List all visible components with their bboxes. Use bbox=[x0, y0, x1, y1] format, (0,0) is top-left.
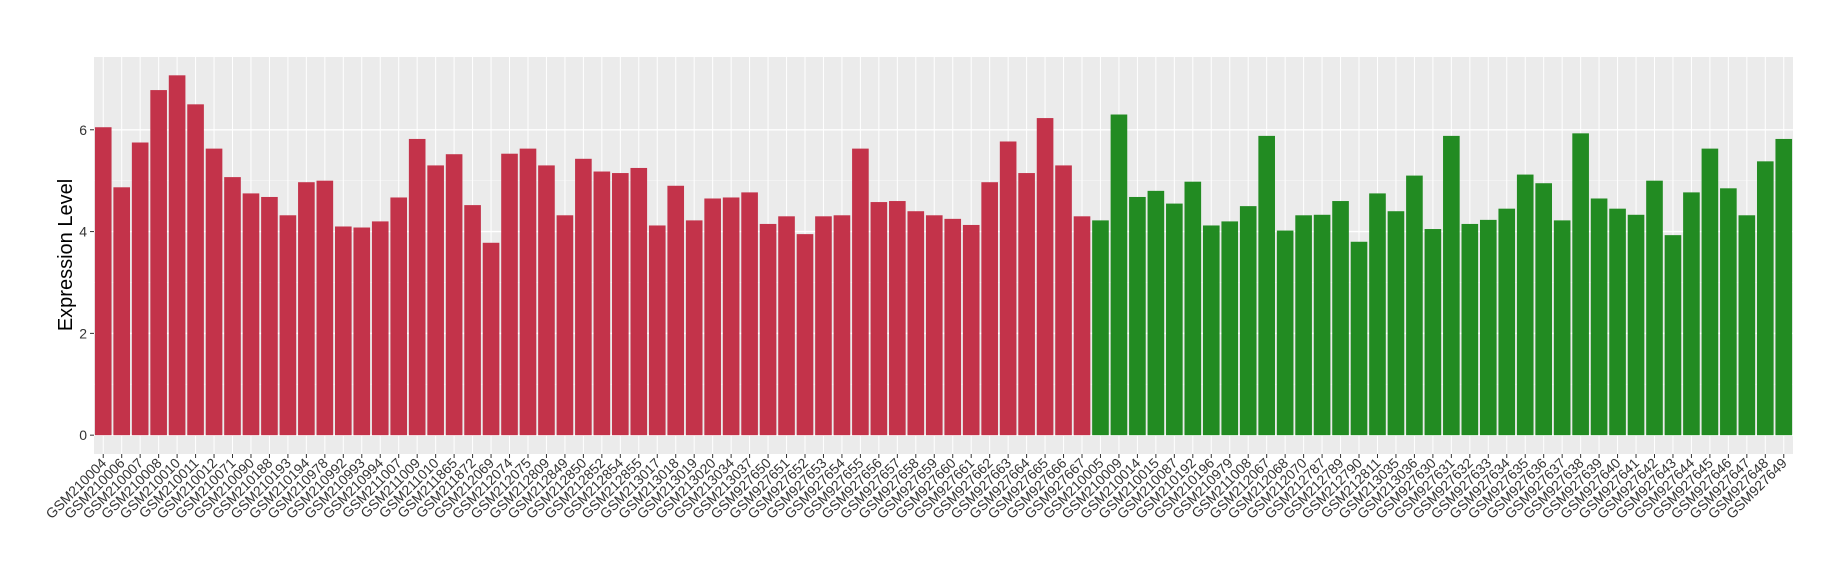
bar bbox=[1775, 138, 1793, 436]
bar bbox=[242, 193, 260, 436]
bar bbox=[1036, 118, 1054, 436]
bar bbox=[538, 165, 555, 436]
bar bbox=[316, 180, 334, 436]
bar bbox=[925, 215, 943, 436]
bar bbox=[408, 138, 426, 436]
bar bbox=[187, 104, 204, 436]
bar bbox=[833, 215, 851, 436]
bar bbox=[1055, 165, 1072, 436]
bar bbox=[1756, 161, 1774, 436]
bar bbox=[501, 153, 518, 436]
bar bbox=[334, 226, 352, 436]
bar bbox=[445, 154, 463, 436]
bar bbox=[1443, 135, 1460, 436]
bar bbox=[1664, 235, 1682, 436]
bar bbox=[1553, 220, 1571, 436]
bar bbox=[1461, 223, 1479, 436]
bar bbox=[113, 187, 131, 436]
bar bbox=[94, 127, 112, 436]
bar bbox=[261, 196, 278, 436]
bar bbox=[279, 215, 297, 436]
bar bbox=[1313, 214, 1331, 436]
bar bbox=[1387, 211, 1405, 436]
bar bbox=[1221, 221, 1239, 436]
bar bbox=[427, 165, 444, 436]
bar bbox=[464, 205, 481, 436]
bar bbox=[1239, 206, 1257, 436]
bar bbox=[1720, 188, 1737, 436]
bar bbox=[1276, 230, 1294, 436]
bar bbox=[390, 197, 408, 436]
y-tick-label: 6 bbox=[79, 122, 87, 138]
bar bbox=[1406, 175, 1423, 436]
bar bbox=[962, 224, 980, 436]
bar bbox=[852, 148, 869, 436]
bar bbox=[353, 227, 371, 436]
bar bbox=[1572, 133, 1589, 436]
bar bbox=[205, 148, 223, 436]
bar bbox=[1627, 214, 1645, 436]
bar bbox=[150, 90, 167, 436]
bar bbox=[1332, 201, 1349, 436]
bar bbox=[519, 148, 537, 436]
bar bbox=[1609, 208, 1626, 436]
bar bbox=[889, 201, 906, 436]
y-tick-label: 2 bbox=[79, 325, 87, 341]
bar bbox=[1202, 225, 1220, 436]
bar bbox=[168, 75, 186, 436]
bar bbox=[1092, 220, 1109, 436]
bar bbox=[685, 220, 703, 436]
bar bbox=[999, 141, 1017, 436]
bar bbox=[1590, 198, 1608, 436]
bar bbox=[944, 218, 962, 436]
bar bbox=[1424, 229, 1442, 436]
bar bbox=[556, 215, 574, 436]
bar bbox=[1516, 174, 1534, 436]
bar bbox=[298, 182, 315, 436]
bar bbox=[630, 167, 648, 436]
bar bbox=[870, 202, 888, 436]
bar bbox=[371, 221, 389, 436]
bar bbox=[1110, 114, 1128, 436]
bar bbox=[796, 234, 814, 436]
bar bbox=[1184, 181, 1202, 436]
bar bbox=[1129, 196, 1146, 436]
bar bbox=[1683, 192, 1700, 436]
bar bbox=[741, 192, 758, 436]
bar bbox=[593, 171, 611, 436]
bar bbox=[1073, 216, 1091, 436]
bar bbox=[704, 198, 721, 436]
bar bbox=[667, 185, 685, 436]
y-tick-label: 4 bbox=[79, 224, 87, 240]
bar bbox=[648, 225, 666, 436]
bar bbox=[1498, 208, 1516, 436]
bar bbox=[1646, 180, 1663, 436]
bar bbox=[981, 182, 998, 436]
y-axis-label: Expression Level bbox=[55, 179, 77, 331]
bar bbox=[1295, 215, 1312, 436]
bar bbox=[1738, 215, 1756, 436]
bar bbox=[224, 177, 241, 436]
bar bbox=[1018, 173, 1035, 436]
bar bbox=[815, 216, 832, 436]
bar bbox=[1369, 193, 1386, 436]
bar bbox=[1535, 183, 1553, 436]
bar bbox=[482, 242, 500, 436]
bar bbox=[1350, 241, 1368, 436]
bar bbox=[759, 223, 777, 436]
bar bbox=[1701, 148, 1719, 436]
bar bbox=[722, 197, 740, 436]
bar bbox=[1479, 219, 1497, 436]
y-tick-label: 0 bbox=[79, 427, 87, 443]
bar bbox=[1147, 190, 1165, 436]
bar bbox=[907, 211, 925, 436]
bar bbox=[612, 173, 629, 436]
bar bbox=[1166, 203, 1183, 436]
bar bbox=[778, 216, 795, 436]
bar bbox=[1258, 135, 1275, 436]
bar bbox=[131, 142, 149, 436]
bar bbox=[575, 158, 592, 436]
